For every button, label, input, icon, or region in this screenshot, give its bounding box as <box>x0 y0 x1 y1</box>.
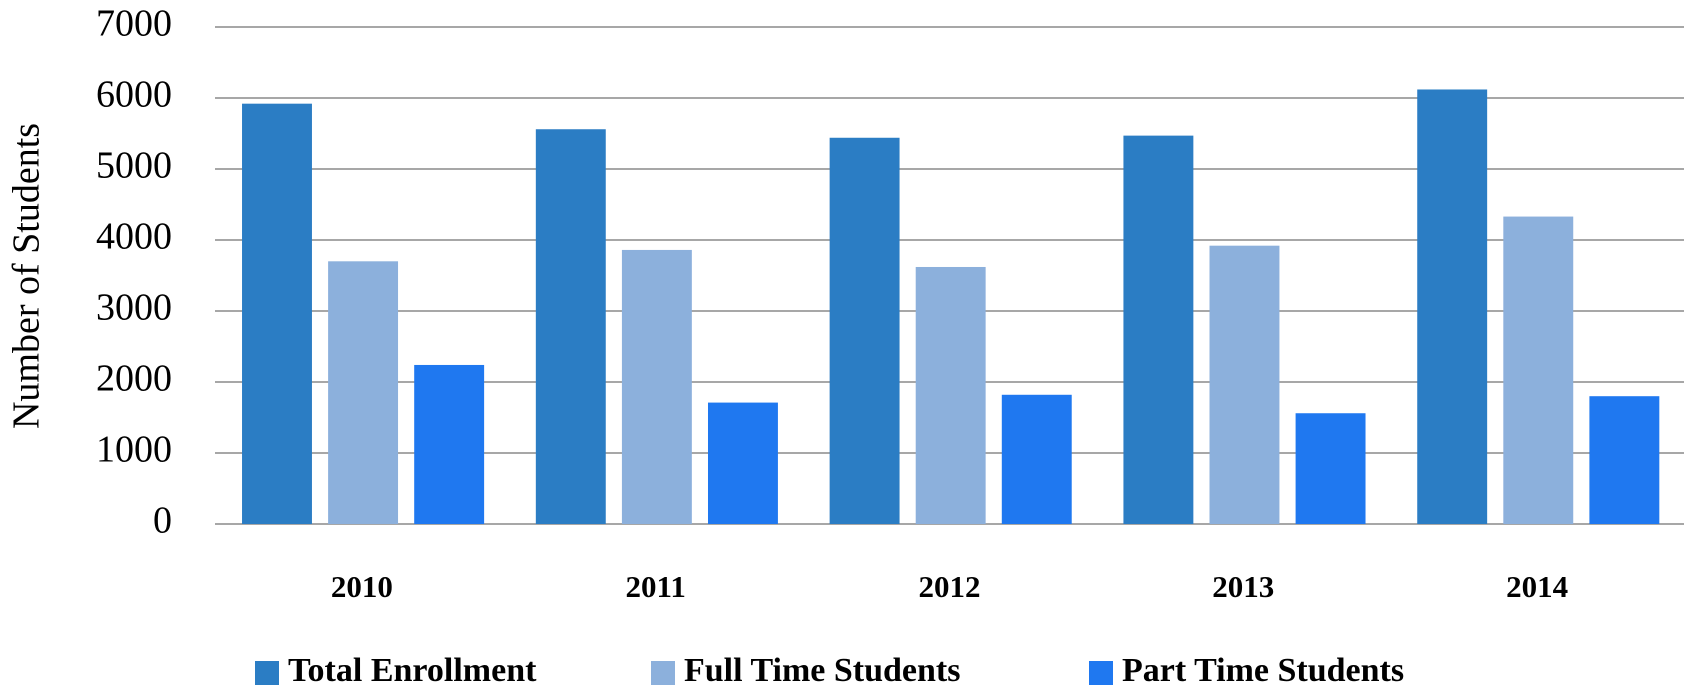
bar <box>242 103 312 525</box>
bar <box>707 402 778 524</box>
x-tick-label: 2010 <box>331 569 393 604</box>
bar <box>414 364 485 524</box>
bar <box>1295 413 1366 524</box>
bar <box>328 261 399 524</box>
y-tick-label: 3000 <box>96 287 172 329</box>
y-tick-label: 7000 <box>96 3 172 45</box>
x-tick-label: 2011 <box>626 569 686 604</box>
bar <box>1123 135 1194 524</box>
x-tick-label: 2013 <box>1212 569 1274 604</box>
legend-label: Part Time Students <box>1122 652 1404 689</box>
x-tick-label: 2014 <box>1506 569 1568 604</box>
bar <box>1589 396 1660 524</box>
y-axis-label: Number of Students <box>6 123 48 429</box>
x-tick-label: 2012 <box>919 569 981 604</box>
bar <box>829 137 900 524</box>
legend-label: Total Enrollment <box>288 652 537 689</box>
bar <box>621 249 692 524</box>
y-tick-label: 5000 <box>96 145 172 187</box>
legend-swatch <box>1089 661 1113 685</box>
bar <box>1417 89 1488 524</box>
bar <box>1001 394 1072 524</box>
y-tick-label: 4000 <box>96 216 172 258</box>
y-tick-label: 6000 <box>96 74 172 116</box>
bar <box>1209 245 1280 524</box>
bar <box>915 266 986 524</box>
y-tick-label: 0 <box>153 500 172 542</box>
legend-label: Full Time Students <box>684 652 960 689</box>
legend-swatch <box>651 661 675 685</box>
y-tick-label: 1000 <box>96 429 172 471</box>
bar <box>535 129 606 525</box>
y-tick-label: 2000 <box>96 358 172 400</box>
bar <box>1503 216 1574 524</box>
legend-swatch <box>255 661 279 685</box>
